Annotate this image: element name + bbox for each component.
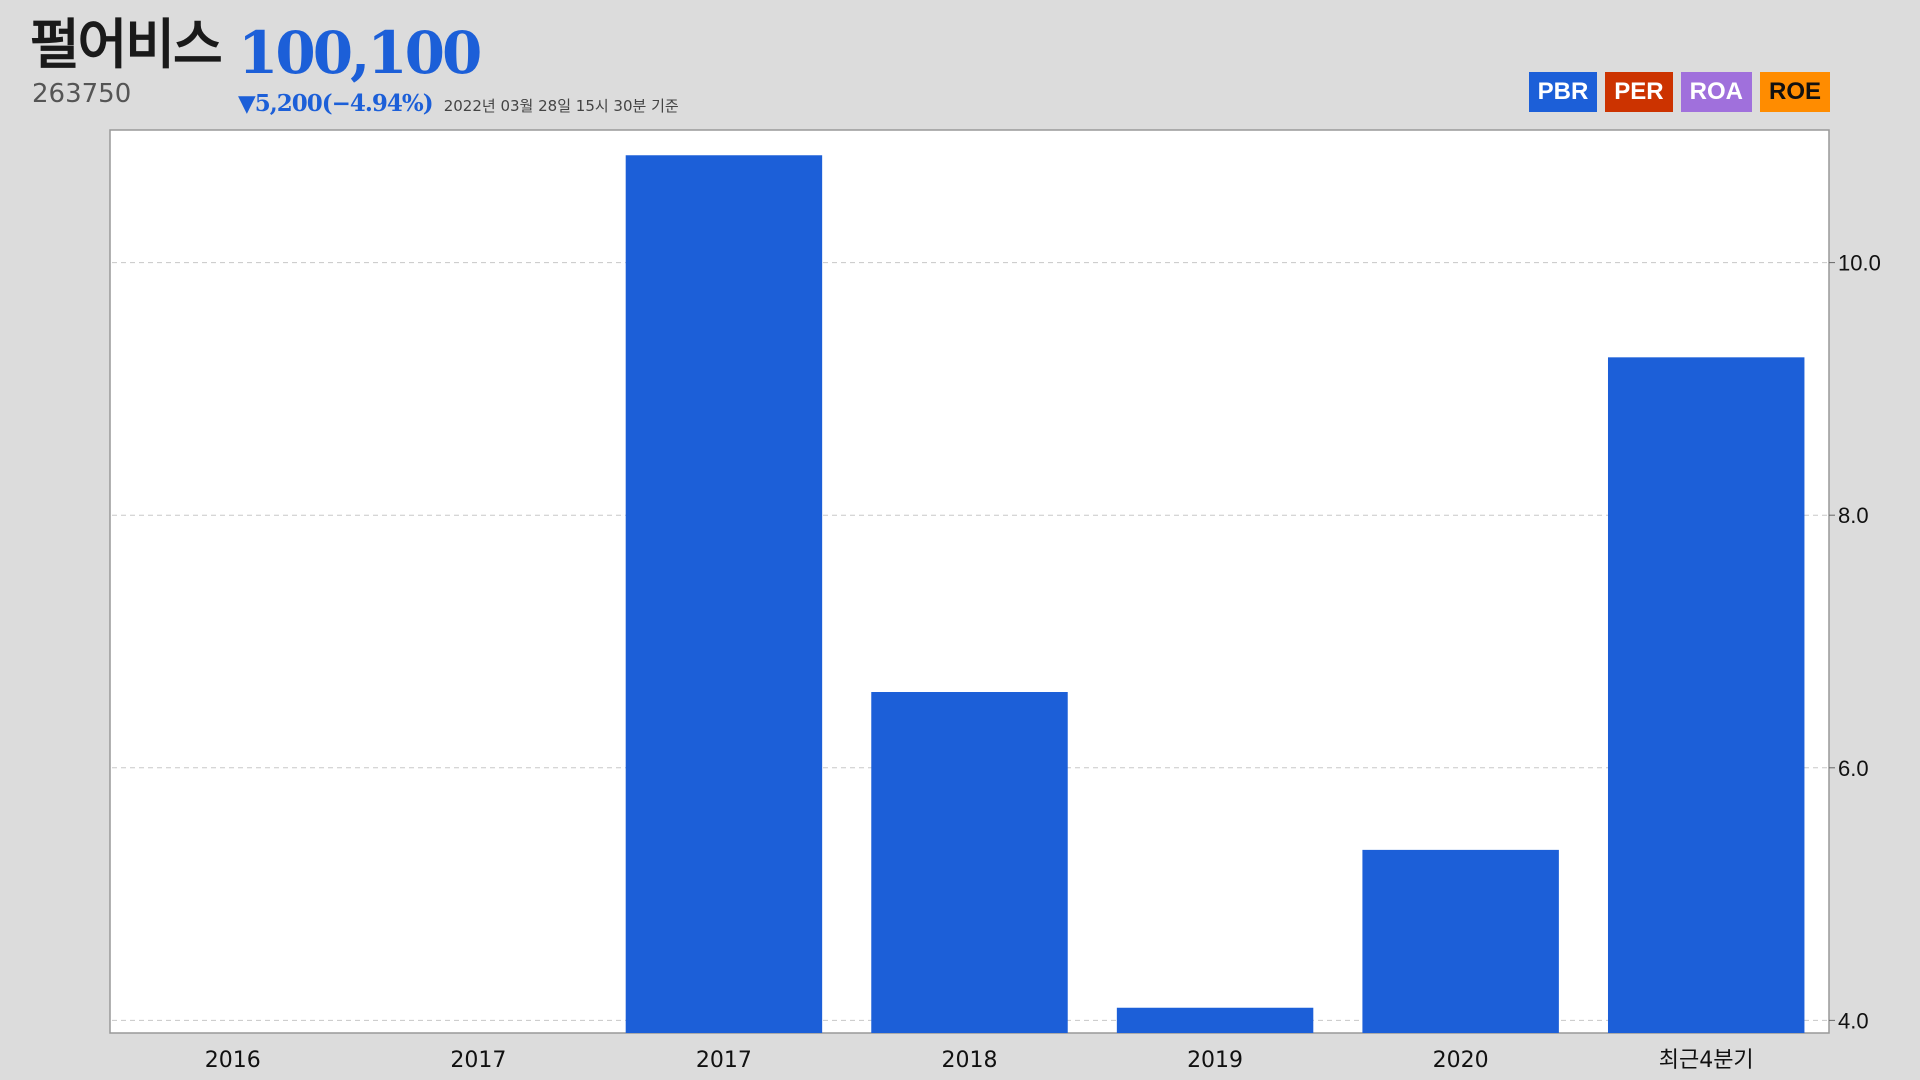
legend: PBR PER ROA ROE [1528,72,1830,112]
legend-label-roa: ROA [1689,78,1743,105]
y-tick-label: 4.0 [1838,1008,1869,1033]
x-tick-label: 최근4분기 [1659,1048,1754,1073]
x-tick-label: 2020 [1433,1048,1489,1073]
x-tick-label: 2018 [942,1048,998,1073]
legend-pbr-button[interactable]: PBR [1528,72,1598,112]
y-tick-label: 8.0 [1838,503,1869,528]
legend-roa-button[interactable]: ROA [1680,72,1752,112]
stock-price: 100,100 [238,19,482,87]
legend-label-per: PER [1614,78,1664,105]
legend-label-pbr: PBR [1537,78,1589,105]
legend-label-roe: ROE [1768,78,1821,105]
legend-per-button[interactable]: PER [1605,72,1673,112]
x-tick-label: 2019 [1187,1048,1243,1073]
company-name: 펄어비스 [30,13,223,76]
y-tick-label: 10.0 [1838,251,1881,276]
y-tick-label: 6.0 [1838,756,1869,781]
legend-roe-button[interactable]: ROE [1759,72,1830,112]
x-tick-label: 2016 [205,1048,261,1073]
timestamp: 2022년 03월 28일 15시 30분 기준 [443,97,679,115]
bar-7 [1607,357,1805,1033]
bar-5 [1116,1007,1314,1033]
price-change-row: ▼5,200(−4.94%) 2022년 03월 28일 15시 30분 기준 [238,92,679,115]
header: 펄어비스 263750 100,100 ▼5,200(−4.94%) 2022년… [0,0,1920,130]
bar-4 [871,692,1068,1033]
bar-6 [1362,849,1559,1033]
x-tick-label: 2017 [696,1048,752,1073]
stock-code: 263750 [32,79,132,109]
price-change: ▼5,200(−4.94%) [238,90,434,117]
x-tick-label: 2017 [450,1048,506,1073]
bar-3 [625,155,823,1034]
